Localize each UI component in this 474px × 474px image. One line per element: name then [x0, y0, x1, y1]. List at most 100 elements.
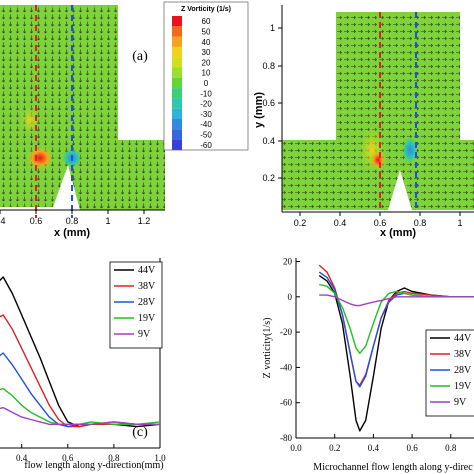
colorbar-level: -20 [200, 100, 212, 109]
chart-xlabel: Microchannel flow length along y-direc [313, 462, 473, 473]
x-tick-label: 0.4 [368, 443, 380, 453]
colorbar-level: -30 [200, 110, 212, 119]
colorbar-swatch [172, 36, 182, 47]
panel-a-label: (a) [132, 49, 148, 64]
y-tick-label: 0 [288, 292, 293, 302]
series-line-19V [319, 283, 474, 354]
panel-a-x-tick-label: 4 [0, 216, 5, 226]
x-tick-label: 0.4 [16, 453, 28, 463]
panel-b-y-tick-label: 0.2 [262, 173, 275, 183]
legend-label: 38V [138, 281, 156, 292]
colorbar-level: 40 [202, 38, 211, 47]
colorbar-swatch [172, 88, 182, 99]
legend-label: 38V [454, 349, 472, 360]
legend-label: 28V [454, 365, 472, 376]
panel-a-x-tick-label: 1 [105, 216, 110, 226]
panel-a-xlabel: x (mm) [54, 227, 90, 239]
colorbar-swatch [172, 46, 182, 58]
legend-label: 9V [138, 329, 151, 340]
panel-b-arrows [282, 12, 474, 210]
panel-a-x-ticks: 4 0.6 0.8 1 1.2 [0, 210, 150, 226]
chart-ylabel: Z vorticity(1/s) [262, 318, 273, 379]
series-line-44V [318, 275, 474, 432]
colorbar-level: 10 [202, 69, 211, 78]
legend-label: 9V [454, 397, 467, 408]
x-tick-label: 0.8 [445, 443, 457, 453]
colorbar-level: -50 [200, 131, 212, 140]
series-line-9V [319, 294, 474, 307]
colorbar-level: -10 [200, 89, 212, 98]
panel-b-y-tick-label: 0.4 [262, 136, 275, 146]
series-line-19V [0, 387, 161, 425]
series-line-9V [0, 406, 160, 425]
y-tick-label: -20 [280, 327, 292, 337]
legend: 44V 38V 28V 19V 9V [425, 329, 474, 417]
series-line-28V [0, 352, 160, 428]
colorbar-level: 20 [202, 58, 211, 67]
panel-a-arrows [0, 5, 165, 210]
legend-box [109, 261, 163, 349]
colorbar-swatch [172, 57, 182, 68]
x-tick-label: 0.8 [108, 453, 120, 463]
colorbar-title: Z Vorticity (1/s) [181, 6, 231, 13]
colorbar-swatch [172, 129, 182, 140]
colorbar-level: 0 [204, 79, 209, 88]
panel-b: 0.2 0.4 0.6 0.8 1 1 0.8 0.6 0.4 0.2 x (mm) y (mm… [253, 5, 474, 239]
colorbar-swatch [172, 26, 182, 37]
colorbar-level: 30 [202, 48, 211, 57]
y-tick-label: -40 [280, 362, 292, 372]
panel-b-hot-spot [370, 150, 386, 170]
panel-b-x-tick-label: 0.6 [374, 218, 387, 228]
panel-b-x-tick-label: 0.2 [294, 218, 307, 228]
y-tick-label: 20 [283, 257, 293, 267]
legend-label: 44V [138, 265, 156, 276]
x-tick-label: 0.6 [62, 453, 74, 463]
colorbar-level: 60 [202, 17, 211, 26]
legend-label: 19V [454, 381, 472, 392]
colorbar-swatch [172, 67, 182, 78]
legend-label: 44V [454, 333, 472, 344]
panel-a: 4 0.6 0.8 1 1.2 x (mm) (a) [0, 5, 165, 239]
legend-label: 28V [138, 297, 156, 308]
colorbar-level: -60 [200, 141, 212, 150]
colorbar-swatch [172, 108, 182, 119]
panel-a-x-tick-label: 0.6 [30, 216, 43, 226]
chart-xlabel: flow length along y-direction(mm) [24, 460, 163, 471]
panel-b-y-tick-label: 1 [270, 23, 275, 33]
panel-b-cold-spot [402, 136, 418, 164]
panel-b-x-tick-label: 1 [457, 218, 462, 228]
x-tick-label: 0.2 [329, 443, 340, 453]
y-tick-label: -80 [280, 433, 292, 443]
panel-b-x-ticks: 0.2 0.4 0.6 0.8 1 [294, 212, 463, 228]
panel-b-y-ticks: 1 0.8 0.6 0.4 0.2 [262, 23, 282, 183]
colorbar-level: -40 [200, 120, 212, 129]
panel-a-x-tick-label: 1.2 [138, 216, 151, 226]
panel-b-y-tick-label: 0.8 [262, 61, 275, 71]
panel-a-x-tick-label: 0.8 [66, 216, 79, 226]
panel-b-notch [388, 170, 412, 210]
colorbar-swatch [172, 77, 182, 89]
colorbar-swatch [172, 119, 182, 130]
legend: 44V 38V 28V 19V 9V [109, 261, 163, 349]
panel-b-y-tick-label: 0.6 [262, 98, 275, 108]
panel-b-ylabel: y (mm) [253, 92, 265, 128]
chart-panel-label: (c) [132, 425, 148, 440]
panel-a-hot-spot [26, 146, 54, 170]
x-tick-label: 0.6 [406, 443, 418, 453]
panel-b-xlabel: x (mm) [380, 227, 416, 239]
colorbar-level: 50 [202, 28, 211, 37]
colorbar-swatch [172, 98, 182, 109]
x-tick-label: 0.0 [290, 443, 302, 453]
panel-b-x-tick-label: 0.4 [334, 218, 347, 228]
y-tick-label: -60 [280, 398, 292, 408]
panel-b-x-tick-label: 0.8 [414, 218, 427, 228]
chart-d: 0.0 0.2 0.4 0.6 0.8 20 0 -20 -40 -60 -80 Z vorticit… [262, 257, 474, 473]
colorbar-swatch [172, 139, 182, 150]
x-tick-label: 1.0 [154, 453, 166, 463]
colorbar-swatch [172, 16, 182, 27]
legend-label: 19V [138, 313, 156, 324]
